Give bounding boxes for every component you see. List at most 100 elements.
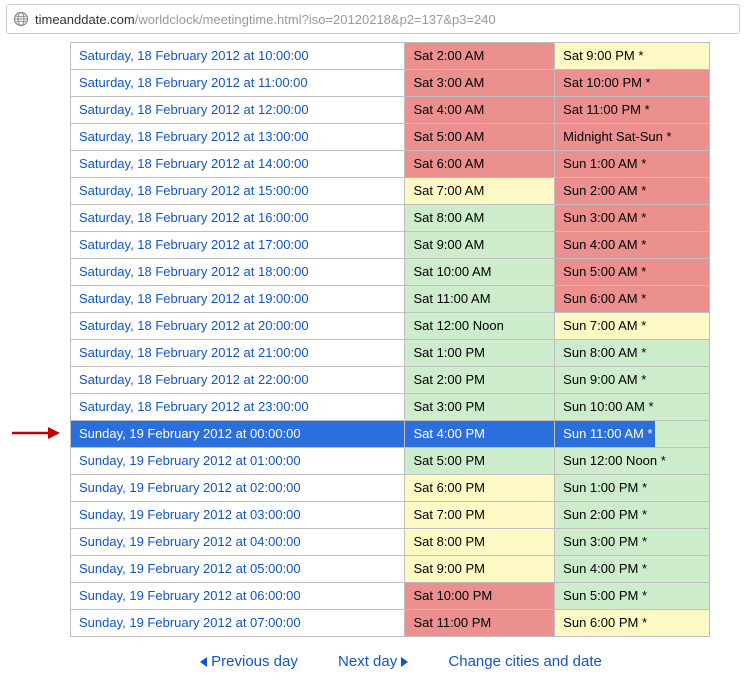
- city2-time-cell: Sun 4:00 PM *: [555, 556, 710, 583]
- next-day-label: Next day: [338, 653, 397, 670]
- city2-time-cell: Sat 11:00 PM *: [555, 97, 710, 124]
- url-text: timeanddate.com/worldclock/meetingtime.h…: [35, 12, 496, 27]
- change-cities-label: Change cities and date: [448, 653, 601, 670]
- city2-time-cell: Sun 3:00 PM *: [555, 529, 710, 556]
- utc-time-link[interactable]: Sunday, 19 February 2012 at 01:00:00: [79, 453, 301, 468]
- table-row: Sunday, 19 February 2012 at 07:00:00 Sat …: [71, 610, 710, 637]
- city1-time-cell: Sat 11:00 AM: [405, 286, 555, 313]
- city1-time-cell: Sat 10:00 PM: [405, 583, 555, 610]
- city2-time-cell: Sun 5:00 PM *: [555, 583, 710, 610]
- table-row: Saturday, 18 February 2012 at 19:00:00 Sa…: [71, 286, 710, 313]
- utc-time-link[interactable]: Sunday, 19 February 2012 at 00:00:00: [79, 426, 301, 441]
- utc-time-link[interactable]: Saturday, 18 February 2012 at 15:00:00: [79, 183, 309, 198]
- city2-time-cell: Sun 7:00 AM *: [555, 313, 710, 340]
- utc-time-link[interactable]: Sunday, 19 February 2012 at 03:00:00: [79, 507, 301, 522]
- city2-time-cell: Sun 11:00 AM *: [555, 421, 710, 448]
- utc-time-cell: Saturday, 18 February 2012 at 19:00:00: [71, 286, 405, 313]
- utc-time-link[interactable]: Sunday, 19 February 2012 at 04:00:00: [79, 534, 301, 549]
- utc-time-link[interactable]: Sunday, 19 February 2012 at 05:00:00: [79, 561, 301, 576]
- table-row: Sunday, 19 February 2012 at 06:00:00 Sat …: [71, 583, 710, 610]
- utc-time-link[interactable]: Saturday, 18 February 2012 at 18:00:00: [79, 264, 309, 279]
- table-row: Saturday, 18 February 2012 at 10:00:00 Sa…: [71, 43, 710, 70]
- utc-time-link[interactable]: Saturday, 18 February 2012 at 23:00:00: [79, 399, 309, 414]
- utc-time-cell: Sunday, 19 February 2012 at 05:00:00: [71, 556, 405, 583]
- city2-time-cell: Sun 10:00 AM *: [555, 394, 710, 421]
- utc-time-link[interactable]: Saturday, 18 February 2012 at 19:00:00: [79, 291, 309, 306]
- table-row: Saturday, 18 February 2012 at 22:00:00 Sa…: [71, 367, 710, 394]
- utc-time-link[interactable]: Saturday, 18 February 2012 at 13:00:00: [79, 129, 309, 144]
- table-row: Saturday, 18 February 2012 at 23:00:00 Sa…: [71, 394, 710, 421]
- city2-time-cell: Sun 2:00 PM *: [555, 502, 710, 529]
- address-bar[interactable]: timeanddate.com/worldclock/meetingtime.h…: [6, 4, 740, 34]
- utc-time-cell: Sunday, 19 February 2012 at 03:00:00: [71, 502, 405, 529]
- city2-time-cell: Sat 10:00 PM *: [555, 70, 710, 97]
- utc-time-cell: Sunday, 19 February 2012 at 07:00:00: [71, 610, 405, 637]
- utc-time-cell: Saturday, 18 February 2012 at 18:00:00: [71, 259, 405, 286]
- utc-time-cell: Saturday, 18 February 2012 at 17:00:00: [71, 232, 405, 259]
- utc-time-cell: Saturday, 18 February 2012 at 21:00:00: [71, 340, 405, 367]
- city1-time-cell: Sat 5:00 PM: [405, 448, 555, 475]
- utc-time-cell: Sunday, 19 February 2012 at 00:00:00: [71, 421, 405, 448]
- city1-time-cell: Sat 11:00 PM: [405, 610, 555, 637]
- url-host: timeanddate.com: [35, 12, 135, 27]
- utc-time-link[interactable]: Sunday, 19 February 2012 at 06:00:00: [79, 588, 301, 603]
- city2-time-cell: Sun 12:00 Noon *: [555, 448, 710, 475]
- previous-day-link[interactable]: Previous day: [200, 653, 298, 670]
- change-cities-link[interactable]: Change cities and date: [448, 653, 601, 670]
- utc-time-link[interactable]: Saturday, 18 February 2012 at 20:00:00: [79, 318, 309, 333]
- url-path: /worldclock/meetingtime.html?iso=2012021…: [135, 12, 496, 27]
- utc-time-link[interactable]: Saturday, 18 February 2012 at 22:00:00: [79, 372, 309, 387]
- utc-time-link[interactable]: Saturday, 18 February 2012 at 12:00:00: [79, 102, 309, 117]
- city1-time-cell: Sat 1:00 PM: [405, 340, 555, 367]
- utc-time-link[interactable]: Sunday, 19 February 2012 at 02:00:00: [79, 480, 301, 495]
- city2-time-cell: Sun 1:00 AM *: [555, 151, 710, 178]
- city1-time-cell: Sat 6:00 AM: [405, 151, 555, 178]
- annotation-arrow-icon: [10, 423, 62, 443]
- next-day-link[interactable]: Next day: [338, 653, 408, 670]
- city2-time-cell: Midnight Sat-Sun *: [555, 124, 710, 151]
- table-row: Sunday, 19 February 2012 at 02:00:00Sat …: [71, 475, 710, 502]
- table-row: Saturday, 18 February 2012 at 12:00:00 Sa…: [71, 97, 710, 124]
- table-row: Sunday, 19 February 2012 at 03:00:00Sat …: [71, 502, 710, 529]
- utc-time-cell: Saturday, 18 February 2012 at 10:00:00: [71, 43, 405, 70]
- utc-time-cell: Saturday, 18 February 2012 at 12:00:00: [71, 97, 405, 124]
- city1-time-cell: Sat 3:00 PM: [405, 394, 555, 421]
- table-row: Saturday, 18 February 2012 at 15:00:00Sa…: [71, 178, 710, 205]
- city1-time-cell: Sat 2:00 PM: [405, 367, 555, 394]
- city2-time-cell: Sat 9:00 PM *: [555, 43, 710, 70]
- utc-time-link[interactable]: Saturday, 18 February 2012 at 21:00:00: [79, 345, 309, 360]
- chevron-right-icon: [401, 657, 408, 667]
- utc-time-link[interactable]: Sunday, 19 February 2012 at 07:00:00: [79, 615, 301, 630]
- table-row: Sunday, 19 February 2012 at 01:00:00 Sat …: [71, 448, 710, 475]
- pagination-nav: Previous day Next day Change cities and …: [70, 653, 732, 670]
- city1-time-cell: Sat 8:00 AM: [405, 205, 555, 232]
- utc-time-cell: Sunday, 19 February 2012 at 04:00:00: [71, 529, 405, 556]
- city2-time-cell: Sun 8:00 AM *: [555, 340, 710, 367]
- city2-time-cell: Sun 5:00 AM *: [555, 259, 710, 286]
- utc-time-link[interactable]: Saturday, 18 February 2012 at 16:00:00: [79, 210, 309, 225]
- city2-time-cell: Sun 9:00 AM *: [555, 367, 710, 394]
- table-row: Sunday, 19 February 2012 at 05:00:00Sat …: [71, 556, 710, 583]
- city2-time-cell: Sun 2:00 AM *: [555, 178, 710, 205]
- city1-time-cell: Sat 12:00 Noon: [405, 313, 555, 340]
- utc-time-link[interactable]: Saturday, 18 February 2012 at 10:00:00: [79, 48, 309, 63]
- utc-time-link[interactable]: Saturday, 18 February 2012 at 14:00:00: [79, 156, 309, 171]
- utc-time-cell: Saturday, 18 February 2012 at 16:00:00: [71, 205, 405, 232]
- city2-time-cell: Sun 1:00 PM *: [555, 475, 710, 502]
- city1-time-cell: Sat 8:00 PM: [405, 529, 555, 556]
- table-row: Saturday, 18 February 2012 at 17:00:00Sa…: [71, 232, 710, 259]
- utc-time-cell: Saturday, 18 February 2012 at 13:00:00: [71, 124, 405, 151]
- city1-time-cell: Sat 4:00 AM: [405, 97, 555, 124]
- table-row: Saturday, 18 February 2012 at 20:00:00 Sa…: [71, 313, 710, 340]
- city2-time-cell: Sun 6:00 PM *: [555, 610, 710, 637]
- globe-icon: [13, 11, 29, 27]
- utc-time-link[interactable]: Saturday, 18 February 2012 at 17:00:00: [79, 237, 309, 252]
- city1-time-cell: Sat 3:00 AM: [405, 70, 555, 97]
- table-row: Saturday, 18 February 2012 at 11:00:00 Sa…: [71, 70, 710, 97]
- table-row: Saturday, 18 February 2012 at 16:00:00 Sa…: [71, 205, 710, 232]
- utc-time-cell: Sunday, 19 February 2012 at 01:00:00: [71, 448, 405, 475]
- city1-time-cell: Sat 4:00 PM: [405, 421, 555, 448]
- utc-time-link[interactable]: Saturday, 18 February 2012 at 11:00:00: [79, 75, 308, 90]
- table-row: Saturday, 18 February 2012 at 18:00:00Sa…: [71, 259, 710, 286]
- city2-time-cell: Sun 4:00 AM *: [555, 232, 710, 259]
